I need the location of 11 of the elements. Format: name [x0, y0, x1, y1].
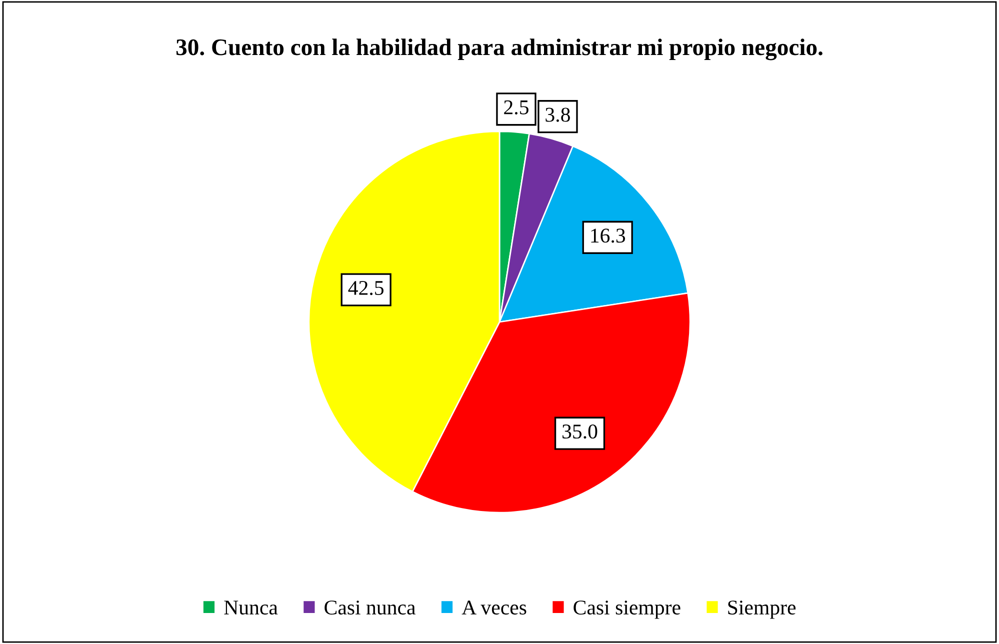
legend-label: Casi nunca [324, 600, 416, 615]
legend-label: Nunca [224, 600, 278, 615]
legend-label: Casi siempre [574, 600, 680, 619]
chart-title: 30. Cuento con la habilidad para administrar mi propio negocio. [176, 38, 822, 60]
legend-label: A veces [462, 600, 526, 615]
data-label: 2.5 [504, 100, 528, 114]
data-label: 42.5 [348, 280, 384, 296]
data-label: 35.0 [562, 424, 598, 439]
legend-label: Siempre [728, 600, 796, 619]
data-label: 3.8 [546, 108, 570, 122]
data-label: 16.3 [591, 228, 626, 243]
